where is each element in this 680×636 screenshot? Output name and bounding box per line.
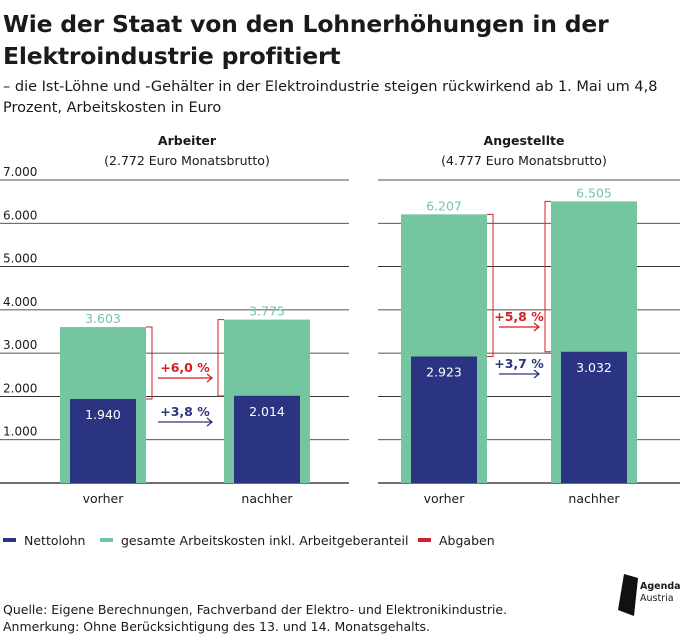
netto-change-label: +3,7 % [494, 356, 544, 371]
y-tick-label: 2.000 [3, 381, 37, 395]
y-tick-label: 1.000 [3, 425, 37, 439]
chart-subtitle: – die Ist-Löhne und -Gehälter in der Ele… [3, 79, 658, 116]
legend-swatch-nettolohn [3, 538, 16, 542]
legend-swatch-gesamt [100, 538, 113, 542]
abgaben-change-label: +6,0 % [160, 360, 210, 375]
legend-item-gesamt: gesamte Arbeitskosten inkl. Arbeitgebera… [100, 530, 408, 550]
abgaben-bracket [544, 200, 551, 353]
panel-title: Angestellte [484, 133, 565, 148]
abgaben-change-label: +5,8 % [494, 309, 544, 324]
abgaben-bracket [146, 326, 153, 400]
x-category-label: nachher [568, 491, 620, 506]
panel-title: Arbeiter [158, 133, 217, 148]
y-tick-label: 5.000 [3, 252, 37, 266]
abgaben-arrow [499, 322, 541, 332]
source-notes: Quelle: Eigene Berechnungen, Fachverband… [3, 601, 507, 635]
chart-title: Wie der Staat von den Lohnerhöhungen in … [3, 10, 609, 70]
netto-change-label: +3,8 % [160, 404, 210, 419]
data-label-gesamt: 6.505 [576, 185, 612, 200]
data-label-nettolohn: 2.923 [426, 364, 462, 379]
panel-subtitle: (2.772 Euro Monatsbrutto) [104, 153, 270, 168]
note-line: Anmerkung: Ohne Berücksichtigung des 13.… [3, 619, 430, 634]
data-label-gesamt: 6.207 [426, 198, 462, 213]
bar-nettolohn [70, 399, 136, 483]
bar-chart: Arbeiter (2.772 Euro Monatsbrutto) 1.000 2.… [0, 133, 680, 506]
legend-item-abgaben: Abgaben [418, 530, 495, 550]
x-category-label: vorher [83, 491, 125, 506]
y-tick-label: 4.000 [3, 295, 37, 309]
bar-nettolohn [561, 351, 627, 483]
legend-item-nettolohn: Nettolohn [3, 530, 85, 550]
x-category-label: vorher [424, 491, 466, 506]
legend-swatch-abgaben [418, 538, 431, 542]
legend: Nettolohn gesamte Arbeitskosten inkl. Ar… [0, 530, 680, 550]
netto-arrow [158, 417, 214, 427]
data-label-nettolohn: 2.014 [249, 404, 285, 419]
abgaben-arrow [158, 373, 214, 383]
data-label-gesamt: 3.775 [249, 304, 285, 319]
y-tick-label: 7.000 [3, 165, 37, 179]
panel-subtitle: (4.777 Euro Monatsbrutto) [441, 153, 607, 168]
y-tick-label: 3.000 [3, 338, 37, 352]
text-layer: Arbeiter (2.772 Euro Monatsbrutto) 1.000 2.… [3, 133, 620, 506]
source-line: Quelle: Eigene Berechnungen, Fachverband… [3, 602, 508, 617]
data-label-nettolohn: 1.940 [85, 407, 121, 422]
legend-label: gesamte Arbeitskosten inkl. Arbeitgebera… [121, 532, 409, 548]
logo-line-2: Austria [640, 593, 674, 604]
legend-label: Abgaben [439, 532, 495, 548]
logo-line-1: Agenda [640, 581, 680, 592]
bar-nettolohn [411, 356, 477, 483]
data-label-nettolohn: 3.032 [576, 360, 612, 375]
netto-arrow [499, 369, 541, 379]
y-tick-label: 6.000 [3, 208, 37, 222]
data-label-gesamt: 3.603 [85, 311, 121, 326]
abgaben-bracket [217, 319, 224, 397]
bar-nettolohn [234, 395, 300, 483]
bars-layer [60, 200, 637, 483]
x-category-label: nachher [241, 491, 293, 506]
legend-label: Nettolohn [24, 532, 86, 548]
abgaben-bracket [487, 213, 494, 357]
agenda-austria-logo-icon [618, 574, 638, 616]
